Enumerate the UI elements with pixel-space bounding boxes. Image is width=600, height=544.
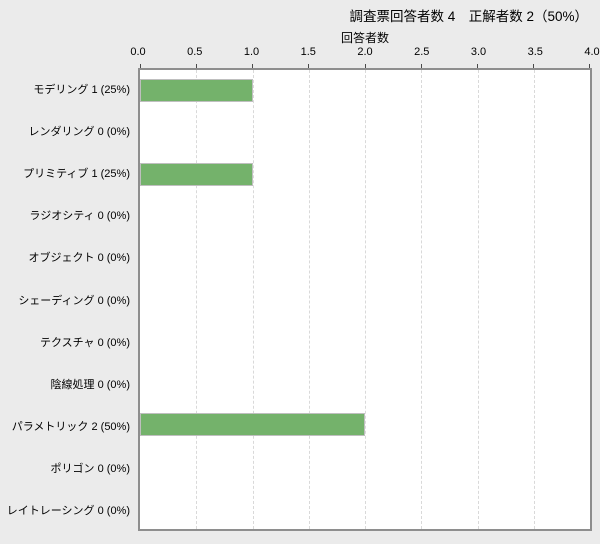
gridline	[477, 70, 479, 529]
category-label: ポリゴン 0 (0%)	[50, 462, 130, 475]
x-axis-tick-label: 3.0	[470, 46, 487, 58]
gridline	[252, 70, 254, 529]
bar	[140, 79, 253, 103]
chart-title: 調査票回答者数 4 正解者数 2（50%）	[349, 9, 588, 24]
x-axis-tick	[477, 64, 478, 68]
gridline	[533, 70, 535, 529]
category-label: プリミティブ 1 (25%)	[23, 168, 130, 181]
plot-area	[138, 64, 592, 531]
x-axis-tick	[252, 64, 253, 68]
gridline	[365, 70, 366, 529]
x-axis-tick	[364, 64, 366, 68]
x-axis-tick-label: 4.0	[584, 46, 600, 58]
gridline	[196, 70, 198, 529]
x-axis-tick	[533, 64, 535, 68]
category-label: レイトレーシング 0 (0%)	[6, 504, 130, 517]
x-axis-tick-label: 3.5	[527, 46, 543, 58]
gridline	[421, 70, 423, 529]
x-axis-tick	[589, 64, 590, 68]
category-label: レンダリング 0 (0%)	[28, 126, 130, 139]
x-axis-tick	[195, 64, 197, 68]
x-axis-tick-labels: 0.0 0.5 1.0 1.5 2.0 2.5 3.0 3.5 4.0	[130, 46, 599, 60]
bar	[140, 162, 253, 186]
x-axis-tick-label: 2.5	[414, 46, 430, 58]
x-axis-tick	[420, 64, 422, 68]
category-label: パラメトリック 2 (50%)	[11, 420, 130, 433]
x-axis-tick-label: 1.5	[300, 46, 316, 58]
category-label: モデリング 1 (25%)	[33, 84, 130, 97]
category-label: シェーディング 0 (0%)	[18, 294, 130, 307]
gridline	[308, 70, 310, 529]
bar	[140, 413, 365, 437]
x-axis-tick-label: 1.0	[243, 46, 260, 58]
x-axis-tick-label: 2.0	[357, 46, 373, 58]
x-axis-tick	[308, 64, 310, 68]
x-axis-tick	[140, 64, 141, 68]
category-label: テクスチャ 0 (0%)	[39, 336, 130, 349]
x-axis-tick-label: 0.0	[130, 46, 146, 58]
x-axis-tick-label: 0.5	[187, 46, 203, 58]
category-label: オブジェクト 0 (0%)	[28, 252, 130, 265]
category-axis-labels: モデリング 1 (25%) レンダリング 0 (0%) プリミティブ 1 (25%)…	[0, 68, 130, 531]
x-axis-label: 回答者数	[340, 31, 389, 45]
category-label: 陰線処理 0 (0%)	[50, 378, 130, 391]
category-label: ラジオシティ 0 (0%)	[29, 210, 130, 223]
